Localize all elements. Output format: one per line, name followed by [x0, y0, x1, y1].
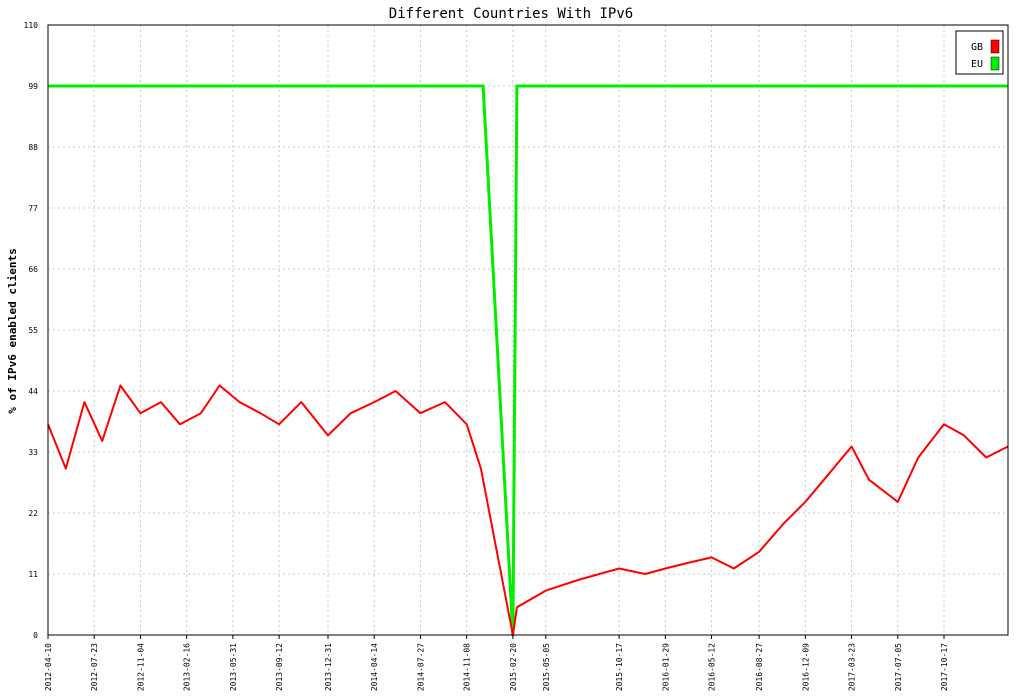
- x-tick-label: 2017-07-05: [894, 643, 903, 691]
- x-tick-label: 2016-01-29: [661, 643, 670, 691]
- series-gb: [47, 384, 1009, 636]
- x-tick-label: 2015-05-05: [542, 643, 551, 691]
- series-line-eu: [48, 84, 1008, 637]
- y-tick-label: 77: [28, 204, 38, 213]
- x-tick-label: 2012-07-23: [90, 643, 99, 691]
- series-eu: [48, 84, 1008, 637]
- x-tick-label: 2015-10-17: [615, 643, 624, 691]
- x-tick-label: 2016-12-09: [801, 643, 810, 691]
- legend-swatch-gb: [990, 39, 1000, 54]
- x-tick-label: 2013-05-31: [229, 643, 238, 691]
- legend: GB EU: [955, 30, 1004, 75]
- x-tick-label: 2013-12-31: [324, 643, 333, 691]
- y-tick-label: 11: [28, 570, 38, 579]
- chart-title: Different Countries With IPv6: [389, 6, 633, 22]
- x-tick-label: 2016-05-12: [708, 643, 717, 691]
- y-tick-label: 44: [28, 387, 38, 396]
- y-tick-label: 88: [28, 143, 38, 152]
- y-tick-label: 22: [28, 509, 38, 518]
- y-tick-label: 110: [24, 21, 39, 30]
- x-tick-label: 2017-10-17: [940, 643, 949, 691]
- x-tick-label: 2014-11-08: [463, 643, 472, 691]
- legend-swatch-eu: [990, 56, 1000, 71]
- y-tick-label: 55: [28, 326, 38, 335]
- x-tick-label: 2013-02-16: [183, 643, 192, 691]
- y-tick-label: 33: [28, 448, 38, 457]
- series-line-gb: [47, 384, 1009, 636]
- x-tick-label: 2014-07-27: [416, 643, 425, 691]
- axes: 0 11 22 33 44 55 66 77 88 99 110 2012-04-10 2012-07-…: [24, 21, 1009, 691]
- legend-label-gb: GB: [971, 42, 983, 53]
- y-axis-label: % of IPv6 enabled clients: [6, 248, 19, 414]
- y-tick-label: 0: [33, 631, 38, 640]
- x-tick-label: 2016-08-27: [755, 643, 764, 691]
- x-tick-label: 2012-11-04: [136, 643, 145, 691]
- x-tick-label: 2013-09-12: [275, 643, 284, 691]
- grid: [48, 24, 1008, 635]
- x-tick-label: 2012-04-10: [44, 643, 53, 691]
- x-tick-label: 2015-02-20: [509, 643, 518, 691]
- legend-label-eu: EU: [971, 59, 983, 70]
- x-tick-label: 2014-04-14: [370, 643, 379, 691]
- plot-frame: [47, 24, 1009, 636]
- x-tick-label: 2017-03-23: [848, 643, 857, 691]
- y-tick-label: 99: [28, 82, 38, 91]
- y-tick-label: 66: [28, 265, 38, 274]
